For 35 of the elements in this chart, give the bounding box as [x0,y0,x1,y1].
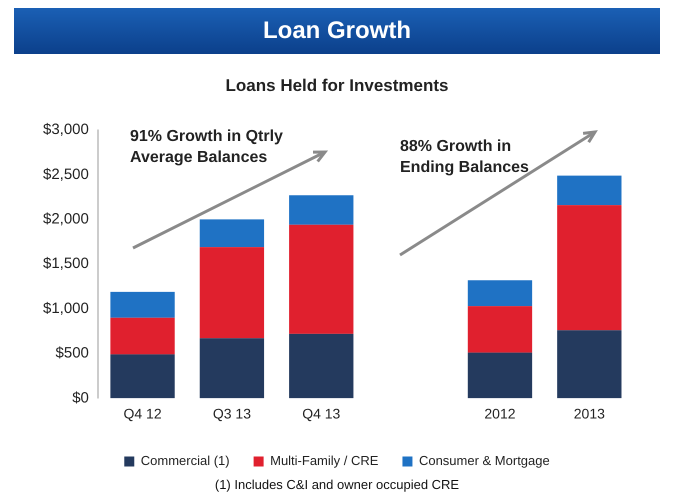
y-tick-label: $2,000 [42,210,89,228]
x-tick-label: 2013 [574,405,606,422]
y-tick-label: $3,000 [42,121,89,138]
chart-title: Loan Growth [14,8,660,54]
bar [200,219,264,248]
chart-subtitle: Loans Held for Investments [224,76,450,96]
y-tick-label: $1,500 [42,255,89,272]
bar [468,280,532,306]
x-tick-label: Q4 13 [302,405,341,422]
legend-label: Commercial (1) [140,453,230,468]
bar [110,292,175,318]
bar [289,224,354,334]
bar [557,176,622,206]
annotation: 91% Growth in Qtrly Average Balances [130,127,283,168]
legend-label: Consumer & Mortgage [418,453,550,468]
y-tick-label: $1,000 [42,300,89,317]
y-tick-label: $2,500 [42,166,89,183]
bar [200,338,264,398]
bar [110,318,175,354]
text: (1) Includes C&I and owner occupied CRE [214,477,460,492]
annotation: 88% Growth in Ending Balances [400,137,529,178]
x-tick-label: Q3 13 [212,405,252,422]
bar [557,330,622,398]
x-tick-label: 2012 [484,405,516,422]
x-tick-label: Q4 12 [123,405,162,422]
bar [289,334,354,398]
bar [289,195,354,225]
bar [110,354,175,398]
y-tick-label: $0 [72,389,89,406]
bar [200,247,264,338]
bar [468,306,532,353]
y-tick-label: $500 [56,344,89,362]
bar [557,205,622,330]
legend-label: Multi-Family / CRE [270,453,379,468]
bar [468,352,532,398]
